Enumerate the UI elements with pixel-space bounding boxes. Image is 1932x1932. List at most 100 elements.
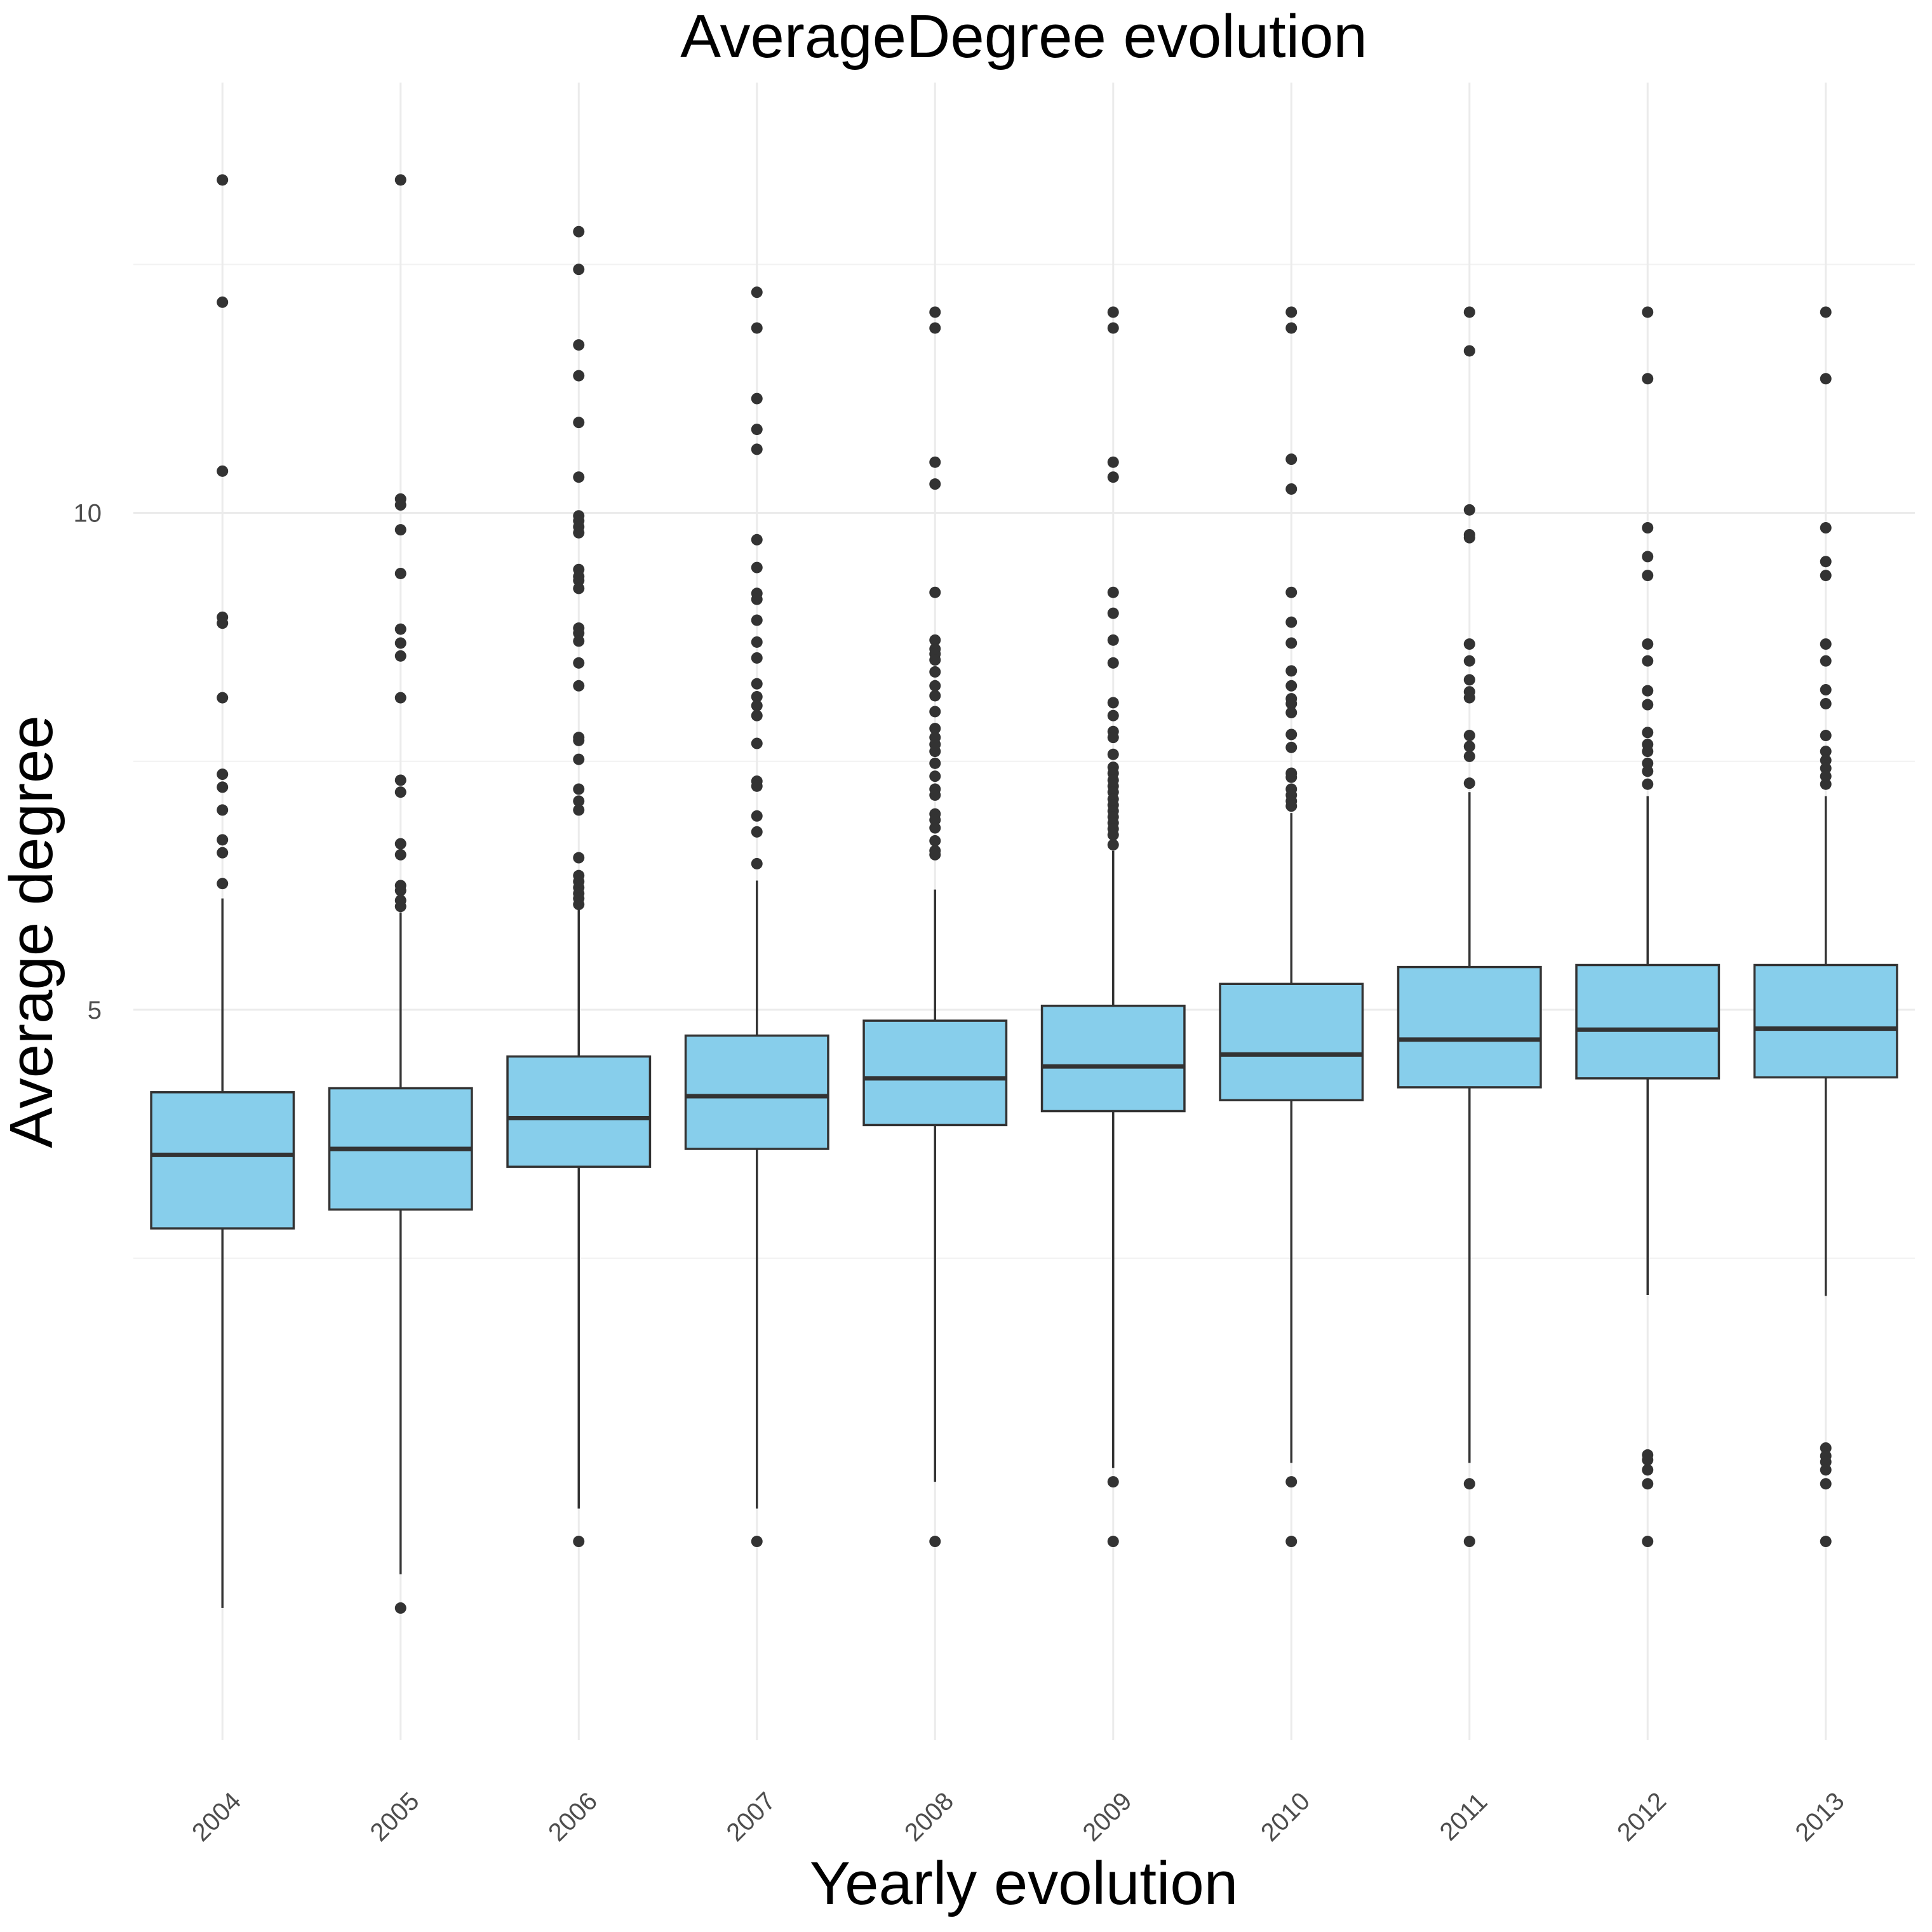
outlier-point [1642, 655, 1654, 667]
outlier-point [1285, 1476, 1298, 1488]
outlier-point [1285, 483, 1298, 495]
outlier-point [1285, 616, 1298, 628]
outlier-point [1642, 778, 1654, 790]
outlier-point [1285, 728, 1298, 741]
outlier-point [1285, 680, 1298, 692]
iqr-box [862, 1019, 1008, 1127]
outlier-point [394, 885, 406, 897]
iqr-box [1397, 965, 1542, 1089]
outlier-point [751, 700, 763, 712]
outlier-point [929, 690, 941, 702]
outlier-point [1463, 306, 1475, 318]
outlier-point [1820, 373, 1832, 385]
outlier-point [1642, 746, 1654, 758]
outlier-point [929, 849, 941, 861]
outlier-point [1463, 750, 1475, 762]
outlier-point [929, 478, 941, 490]
outlier-point [751, 691, 763, 703]
box-2005 [328, 174, 473, 1614]
outlier-point [573, 635, 585, 647]
outlier-point [1463, 532, 1475, 544]
outlier-point [751, 709, 763, 721]
outlier-point [1642, 685, 1654, 697]
outlier-point [573, 582, 585, 594]
outlier-point [394, 901, 406, 913]
outlier-point [394, 623, 406, 635]
outlier-point [1107, 1476, 1119, 1488]
outlier-point [1642, 551, 1654, 563]
outlier-point [1285, 800, 1298, 812]
outlier-point [1107, 607, 1119, 619]
outlier-point [929, 822, 941, 834]
outlier-point [751, 392, 763, 405]
outlier-point [929, 723, 941, 735]
outlier-point [1285, 306, 1298, 318]
outlier-point [573, 370, 585, 382]
outlier-point [751, 857, 763, 869]
outlier-point [1820, 746, 1832, 758]
outlier-point [394, 567, 406, 579]
outlier-point [751, 614, 763, 626]
outlier-point [751, 561, 763, 574]
outlier-point [929, 680, 941, 692]
plot-marks [150, 174, 1898, 1614]
outlier-point [1463, 777, 1475, 789]
outlier-point [1820, 1536, 1832, 1548]
outlier-point [1107, 1536, 1119, 1548]
outlier-point [1463, 674, 1475, 686]
outlier-point [1642, 522, 1654, 534]
outlier-point [1642, 765, 1654, 777]
outlier-point [929, 757, 941, 769]
outlier-point [1107, 586, 1119, 598]
outlier-point [929, 666, 941, 678]
outlier-point [751, 636, 763, 648]
outlier-point [1107, 322, 1119, 334]
box-2004 [150, 174, 295, 1608]
outlier-point [1642, 373, 1654, 385]
outlier-point [1642, 638, 1654, 650]
y-axis-ticks: 5 10 [74, 500, 102, 1024]
outlier-point [394, 1602, 406, 1614]
outlier-point [1642, 570, 1654, 582]
outlier-point [573, 627, 585, 639]
box-2008 [862, 306, 1008, 1548]
outlier-point [573, 783, 585, 795]
outlier-point [217, 768, 229, 781]
outlier-point [1463, 345, 1475, 357]
outlier-point [1642, 727, 1654, 739]
outlier-point [1820, 570, 1832, 582]
outlier-point [1642, 1536, 1654, 1548]
outlier-point [929, 789, 941, 801]
outlier-point [394, 692, 406, 704]
outlier-point [1285, 741, 1298, 753]
box-2006 [506, 225, 652, 1548]
outlier-point [573, 680, 585, 692]
outlier-point [1463, 730, 1475, 742]
outlier-point [217, 781, 229, 793]
outlier-point [1820, 762, 1832, 774]
outlier-point [394, 650, 406, 662]
outlier-point [1285, 697, 1298, 709]
outlier-point [394, 499, 406, 511]
outlier-point [1107, 748, 1119, 760]
outlier-point [929, 654, 941, 666]
y-axis-title: Average degree [0, 715, 65, 1148]
outlier-point [1285, 771, 1298, 783]
iqr-box [150, 1091, 295, 1230]
outlier-point [1642, 1464, 1654, 1476]
box-2010 [1219, 306, 1364, 1548]
outlier-point [751, 652, 763, 664]
outlier-point [1285, 1536, 1298, 1548]
chart-title: AverageDegree evolution [680, 3, 1367, 70]
x-axis-title: Yearly evolution [810, 1849, 1238, 1917]
outlier-point [217, 692, 229, 704]
outlier-point [1642, 1454, 1654, 1466]
outlier-point [217, 804, 229, 816]
outlier-point [217, 847, 229, 859]
outlier-point [1820, 556, 1832, 568]
outlier-point [573, 264, 585, 276]
outlier-point [573, 852, 585, 864]
outlier-point [1463, 692, 1475, 704]
outlier-point [929, 835, 941, 847]
outlier-point [1285, 665, 1298, 677]
